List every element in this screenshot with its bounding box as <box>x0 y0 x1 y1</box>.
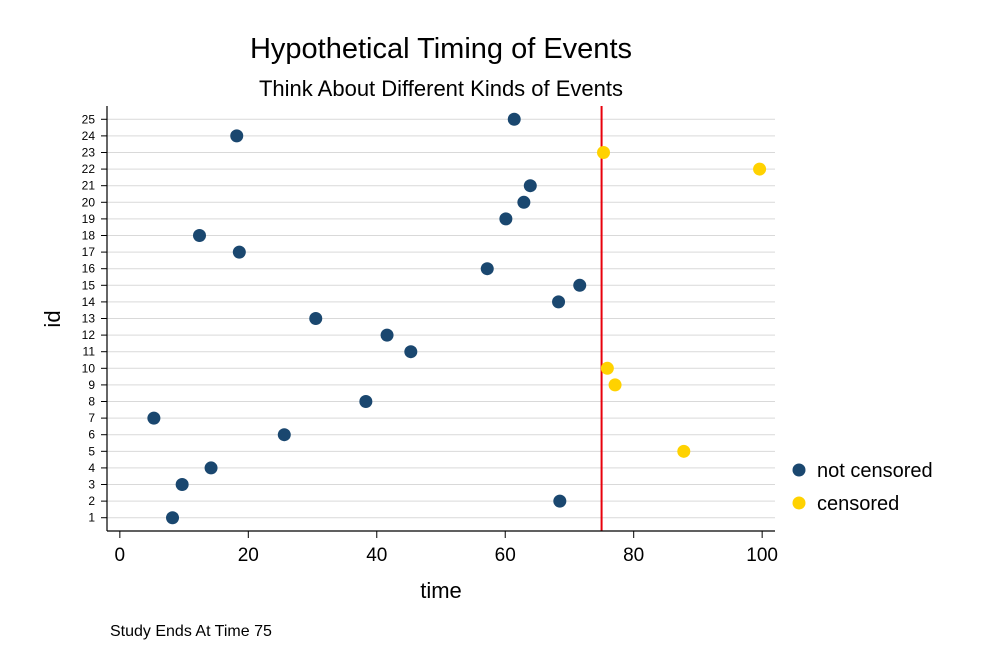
y-tick-label: 18 <box>82 228 96 242</box>
not-censored-point <box>573 278 587 292</box>
not-censored-point <box>552 295 566 309</box>
axes: 1234567891011121314151617181920212223242… <box>82 106 778 566</box>
y-tick-label: 4 <box>88 461 95 475</box>
x-tick-label: 80 <box>623 545 644 566</box>
not-censored-point <box>553 494 567 508</box>
not-censored-point <box>204 461 218 475</box>
y-tick-label: 9 <box>88 378 95 392</box>
y-tick-label: 13 <box>82 312 96 326</box>
not-censored-point <box>147 411 161 425</box>
not-censored-point <box>523 179 537 193</box>
y-axis-label: id <box>40 310 65 327</box>
x-tick-label: 20 <box>238 545 259 566</box>
x-tick-label: 100 <box>746 545 778 566</box>
y-tick-label: 1 <box>88 511 95 525</box>
not-censored-point <box>480 262 494 276</box>
censored-point <box>753 162 767 176</box>
data-points <box>147 112 767 525</box>
y-tick-label: 2 <box>88 494 95 508</box>
not-censored-point <box>499 212 513 226</box>
legend-censored-label: censored <box>817 493 899 515</box>
y-tick-label: 17 <box>82 245 96 259</box>
chart-note: Study Ends At Time 75 <box>110 623 272 640</box>
x-tick-label: 0 <box>115 545 126 566</box>
not-censored-point <box>166 511 180 525</box>
censored-point <box>608 378 622 392</box>
x-tick-label: 40 <box>366 545 387 566</box>
y-tick-label: 11 <box>83 345 96 359</box>
y-tick-label: 5 <box>88 444 95 458</box>
y-tick-label: 21 <box>82 179 96 193</box>
y-tick-label: 22 <box>82 162 96 176</box>
y-tick-label: 10 <box>82 361 96 375</box>
chart-subtitle: Think About Different Kinds of Events <box>259 76 623 101</box>
legend: not censored censored <box>792 460 933 515</box>
legend-not-censored-marker <box>792 463 806 477</box>
y-tick-label: 20 <box>82 195 96 209</box>
not-censored-point <box>404 345 418 359</box>
y-tick-label: 19 <box>82 212 96 226</box>
y-tick-label: 6 <box>88 428 95 442</box>
y-tick-label: 25 <box>82 112 96 126</box>
not-censored-point <box>507 112 521 126</box>
x-axis-label: time <box>420 578 462 603</box>
y-tick-label: 7 <box>88 411 95 425</box>
censored-point <box>600 361 614 375</box>
y-tick-label: 15 <box>82 278 96 292</box>
y-tick-label: 23 <box>82 145 96 159</box>
chart-title: Hypothetical Timing of Events <box>250 33 632 65</box>
y-tick-label: 24 <box>82 129 96 143</box>
x-tick-label: 60 <box>495 545 516 566</box>
legend-not-censored-label: not censored <box>817 460 933 482</box>
not-censored-point <box>359 395 373 409</box>
not-censored-point <box>277 428 291 442</box>
y-tick-label: 8 <box>88 395 95 409</box>
legend-censored-marker <box>792 496 806 510</box>
y-tick-label: 16 <box>82 262 96 276</box>
not-censored-point <box>309 312 323 325</box>
not-censored-point <box>232 245 246 259</box>
censored-point <box>597 145 611 159</box>
not-censored-point <box>517 195 531 209</box>
y-tick-label: 14 <box>82 295 96 309</box>
y-tick-label: 3 <box>88 478 95 492</box>
censored-point <box>677 444 691 458</box>
gridlines <box>107 118 775 519</box>
y-tick-label: 12 <box>82 328 96 342</box>
not-censored-point <box>380 328 394 342</box>
not-censored-point <box>175 478 189 492</box>
not-censored-point <box>192 228 206 242</box>
not-censored-point <box>230 129 244 143</box>
